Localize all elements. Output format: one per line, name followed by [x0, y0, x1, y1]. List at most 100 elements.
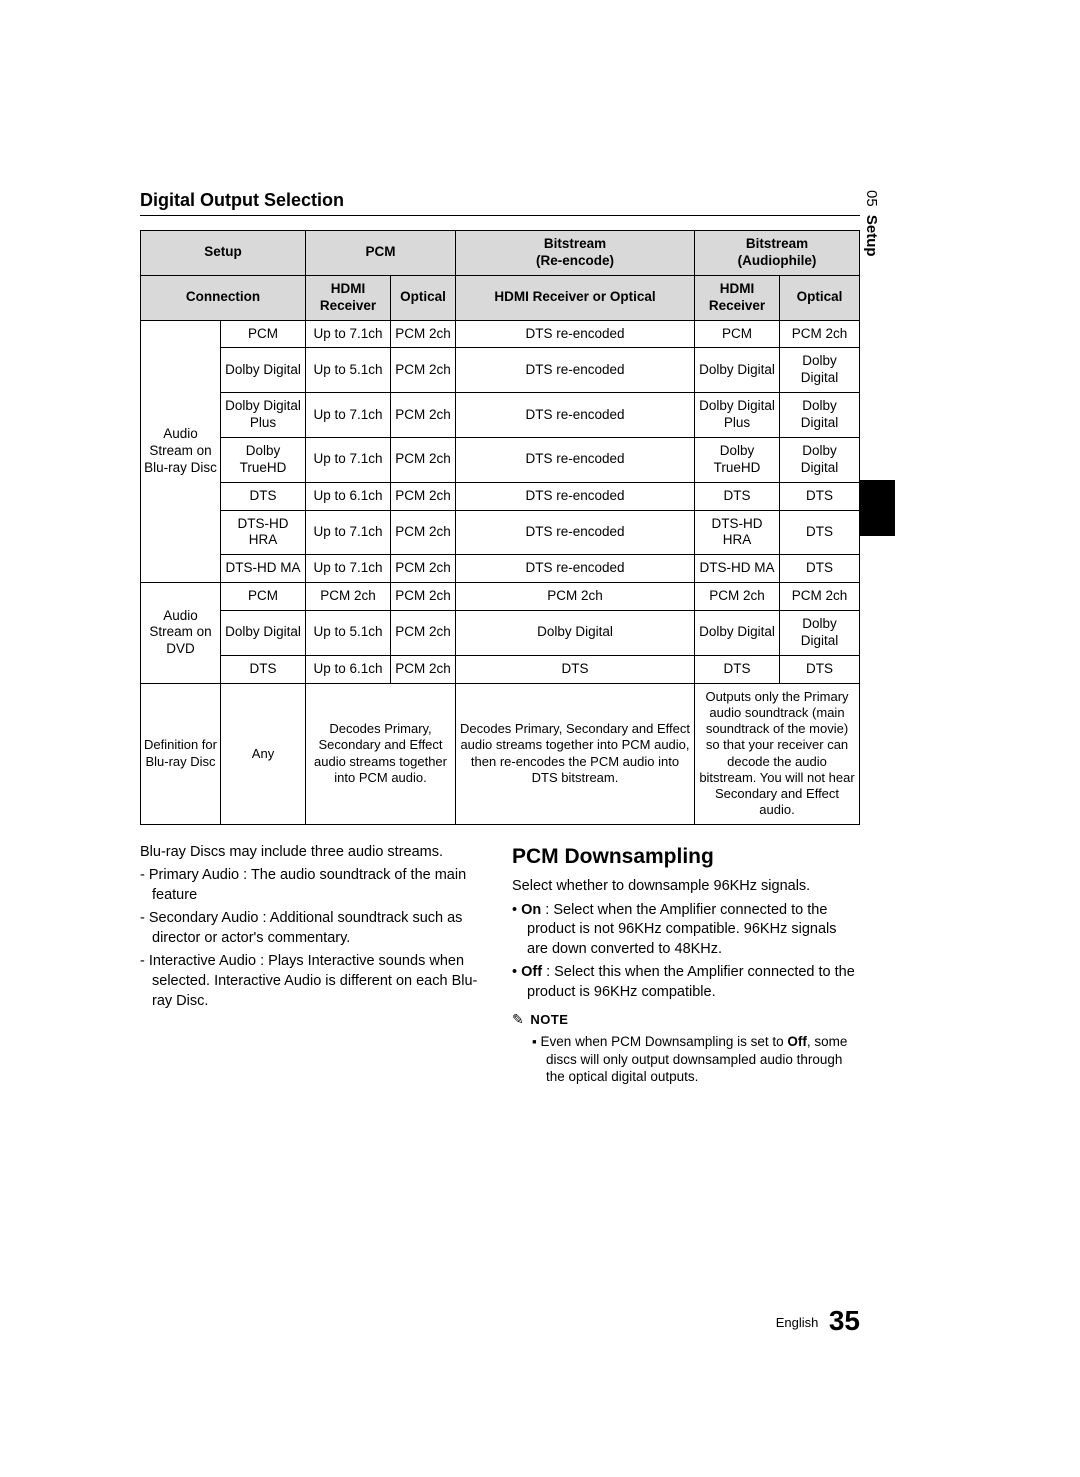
cell: DTS: [695, 655, 780, 683]
sub-opt2: Optical: [780, 275, 860, 320]
cell: Up to 7.1ch: [306, 393, 391, 438]
cell: PCM 2ch: [391, 583, 456, 611]
th-pcm: PCM: [306, 231, 456, 276]
cell: DTS re-encoded: [456, 320, 695, 348]
cell: PCM 2ch: [456, 583, 695, 611]
off-label: Off: [521, 964, 542, 980]
side-tab: 05 Setup: [863, 190, 880, 257]
def-pcm: Decodes Primary, Secondary and Effect au…: [306, 683, 456, 824]
side-tab-label: Setup: [863, 215, 880, 257]
table-row: DTS-HD HRA Up to 7.1ch PCM 2ch DTS re-en…: [141, 510, 860, 555]
table-row: DTS-HD MA Up to 7.1ch PCM 2ch DTS re-enc…: [141, 555, 860, 583]
cell: Up to 7.1ch: [306, 437, 391, 482]
page-content: Digital Output Selection Setup PCM Bitst…: [140, 190, 860, 1090]
list-item: • Off : Select this when the Amplifier c…: [527, 963, 860, 1002]
th-audphile-l2: (Audiophile): [738, 253, 817, 268]
table-row: Dolby Digital Plus Up to 7.1ch PCM 2ch D…: [141, 393, 860, 438]
cell: Dolby Digital Plus: [221, 393, 306, 438]
side-tab-number: 05: [863, 190, 880, 207]
cell: PCM 2ch: [780, 583, 860, 611]
definition-row: Definition for Blu-ray Disc Any Decodes …: [141, 683, 860, 824]
on-text: : Select when the Amplifier connected to…: [527, 902, 837, 957]
cell: DTS re-encoded: [456, 437, 695, 482]
cell: Up to 7.1ch: [306, 320, 391, 348]
table-row: Audio Stream on DVD PCM PCM 2ch PCM 2ch …: [141, 583, 860, 611]
cell: DTS: [780, 482, 860, 510]
cell: Up to 6.1ch: [306, 482, 391, 510]
cell: DTS re-encoded: [456, 393, 695, 438]
table-row: Dolby Digital Up to 5.1ch PCM 2ch Dolby …: [141, 611, 860, 656]
cell: DTS re-encoded: [456, 555, 695, 583]
right-intro: Select whether to downsample 96KHz signa…: [512, 877, 860, 897]
cell: DTS: [695, 482, 780, 510]
note-bold: Off: [787, 1034, 807, 1049]
cell: PCM 2ch: [391, 393, 456, 438]
cell: Dolby Digital: [780, 393, 860, 438]
group-b-label: Audio Stream on DVD: [141, 583, 221, 684]
cell: PCM 2ch: [391, 611, 456, 656]
cell: Up to 7.1ch: [306, 510, 391, 555]
th-reencode-l1: Bitstream: [544, 236, 606, 251]
cell: Dolby Digital: [780, 611, 860, 656]
on-label: On: [521, 902, 541, 918]
cell: DTS-HD MA: [695, 555, 780, 583]
def-reenc: Decodes Primary, Secondary and Effect au…: [456, 683, 695, 824]
cell: PCM 2ch: [391, 655, 456, 683]
cell: PCM 2ch: [780, 320, 860, 348]
cell: Dolby Digital: [780, 348, 860, 393]
cell: DTS: [780, 655, 860, 683]
cell: Dolby Digital: [780, 437, 860, 482]
cell: Dolby TrueHD: [221, 437, 306, 482]
cell: DTS: [780, 555, 860, 583]
cell: PCM 2ch: [391, 437, 456, 482]
cell: Dolby Digital: [456, 611, 695, 656]
def-any: Any: [221, 683, 306, 824]
list-item: - Primary Audio : The audio soundtrack o…: [152, 866, 488, 905]
list-item: - Interactive Audio : Plays Interactive …: [152, 952, 488, 1011]
table-row: DTS Up to 6.1ch PCM 2ch DTS DTS DTS: [141, 655, 860, 683]
output-table: Setup PCM Bitstream (Re-encode) Bitstrea…: [140, 230, 860, 825]
page-footer: English 35: [0, 1305, 1080, 1337]
cell: Dolby Digital: [221, 348, 306, 393]
right-heading: PCM Downsampling: [512, 843, 860, 871]
left-intro: Blu-ray Discs may include three audio st…: [140, 843, 488, 863]
list-item: - Secondary Audio : Additional soundtrac…: [152, 909, 488, 948]
th-reencode-l2: (Re-encode): [536, 253, 614, 268]
cell: PCM 2ch: [391, 555, 456, 583]
cell: PCM 2ch: [391, 348, 456, 393]
cell: Dolby Digital: [695, 348, 780, 393]
cell: DTS-HD MA: [221, 555, 306, 583]
cell: Up to 5.1ch: [306, 611, 391, 656]
th-setup: Setup: [141, 231, 306, 276]
cell: DTS: [221, 482, 306, 510]
cell: Dolby Digital: [695, 611, 780, 656]
footer-page-number: 35: [829, 1305, 860, 1336]
cell: PCM 2ch: [306, 583, 391, 611]
footer-lang: English: [776, 1315, 819, 1330]
sub-opt1: Optical: [391, 275, 456, 320]
list-item: • On : Select when the Amplifier connect…: [527, 901, 860, 960]
sub-hdmi2: HDMI Receiver: [695, 275, 780, 320]
sub-hdmi-or-opt: HDMI Receiver or Optical: [456, 275, 695, 320]
sub-connection: Connection: [141, 275, 306, 320]
cell: DTS-HD HRA: [695, 510, 780, 555]
cell: DTS: [780, 510, 860, 555]
left-column: Blu-ray Discs may include three audio st…: [140, 843, 488, 1090]
cell: Dolby Digital Plus: [695, 393, 780, 438]
group-a-label: Audio Stream on Blu-ray Disc: [141, 320, 221, 583]
table-row: Dolby TrueHD Up to 7.1ch PCM 2ch DTS re-…: [141, 437, 860, 482]
cell: DTS re-encoded: [456, 348, 695, 393]
cell: PCM: [695, 320, 780, 348]
cell: Up to 6.1ch: [306, 655, 391, 683]
two-column-body: Blu-ray Discs may include three audio st…: [140, 843, 860, 1090]
th-audphile-l1: Bitstream: [746, 236, 808, 251]
def-audphile: Outputs only the Primary audio soundtrac…: [695, 683, 860, 824]
off-text: : Select this when the Amplifier connect…: [527, 964, 855, 1000]
note-body: ▪ Even when PCM Downsampling is set to O…: [546, 1033, 860, 1086]
def-label: Definition for Blu-ray Disc: [141, 683, 221, 824]
cell: DTS re-encoded: [456, 482, 695, 510]
section-title: Digital Output Selection: [140, 190, 860, 216]
cell: DTS: [221, 655, 306, 683]
table-row: Audio Stream on Blu-ray Disc PCM Up to 7…: [141, 320, 860, 348]
cell: PCM: [221, 320, 306, 348]
